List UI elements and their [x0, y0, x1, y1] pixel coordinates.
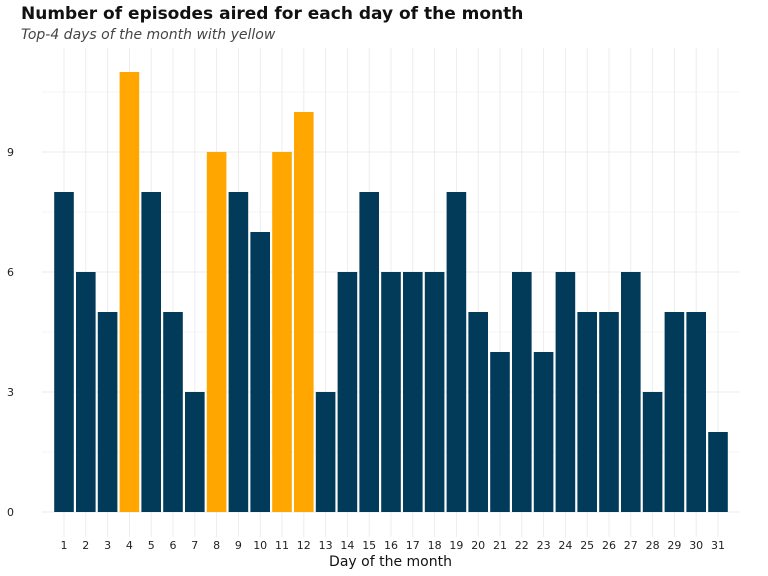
bar-day-1	[54, 192, 74, 512]
bar-day-31	[708, 432, 728, 512]
bar-day-15	[359, 192, 379, 512]
x-tick-label: 29	[667, 539, 681, 552]
x-tick-label: 8	[213, 539, 220, 552]
x-tick-label: 16	[384, 539, 398, 552]
y-tick-label: 6	[7, 266, 14, 279]
bar-day-27	[621, 272, 641, 512]
x-tick-label: 3	[104, 539, 111, 552]
x-tick-label: 18	[428, 539, 442, 552]
x-axis-title: Day of the month	[329, 554, 452, 570]
bars	[54, 72, 728, 512]
bar-day-2	[76, 272, 96, 512]
bar-day-17	[403, 272, 423, 512]
x-tick-label: 17	[406, 539, 420, 552]
x-tick-label: 14	[340, 539, 354, 552]
x-tick-label: 2	[82, 539, 89, 552]
x-tick-label: 5	[148, 539, 155, 552]
x-tick-label: 11	[275, 539, 289, 552]
x-tick-label: 13	[319, 539, 333, 552]
bar-day-21	[490, 352, 510, 512]
bar-day-10	[250, 232, 270, 512]
bar-day-4	[119, 72, 140, 512]
x-tick-label: 7	[191, 539, 198, 552]
bar-day-5	[141, 192, 161, 512]
x-tick-label: 15	[362, 539, 376, 552]
x-axis-ticks: 1 2 3 4 5 6 7 8 9 10 11 12 13 14 15 16 17 18 19 20 21 22 23 24 2…	[61, 539, 726, 552]
bar-day-30	[686, 312, 706, 512]
bar-day-24	[555, 272, 576, 512]
y-tick-label: 9	[7, 146, 14, 159]
bar-day-25	[577, 312, 597, 512]
x-tick-label: 9	[235, 539, 242, 552]
bar-day-20	[468, 312, 488, 512]
bar-day-19	[446, 192, 467, 512]
bar-day-13	[315, 392, 336, 512]
x-tick-label: 4	[126, 539, 133, 552]
x-tick-label: 27	[624, 539, 638, 552]
bar-day-9	[228, 192, 249, 512]
bar-day-23	[533, 352, 554, 512]
bar-day-3	[97, 312, 118, 512]
x-tick-label: 30	[689, 539, 703, 552]
bar-day-28	[642, 392, 663, 512]
bar-day-18	[424, 272, 445, 512]
bar-day-7	[185, 392, 205, 512]
bar-day-8	[206, 152, 227, 512]
y-tick-label: 3	[7, 386, 14, 399]
x-tick-label: 24	[558, 539, 572, 552]
bar-day-14	[337, 272, 358, 512]
x-tick-label: 25	[580, 539, 594, 552]
bar-day-29	[664, 312, 685, 512]
x-tick-label: 26	[602, 539, 616, 552]
x-tick-label: 10	[253, 539, 267, 552]
bar-day-16	[381, 272, 401, 512]
bar-day-22	[512, 272, 532, 512]
x-tick-label: 22	[515, 539, 529, 552]
y-axis-ticks: 0 3 6 9	[7, 146, 14, 519]
x-tick-label: 20	[471, 539, 485, 552]
x-tick-label: 1	[61, 539, 68, 552]
x-tick-label: 28	[646, 539, 660, 552]
chart-title: Number of episodes aired for each day of…	[21, 4, 524, 24]
bar-day-26	[599, 312, 619, 512]
x-tick-label: 6	[170, 539, 177, 552]
x-tick-label: 23	[537, 539, 551, 552]
bar-day-6	[163, 312, 183, 512]
bar-day-11	[272, 152, 292, 512]
bar-day-12	[294, 112, 314, 512]
x-tick-label: 19	[449, 539, 463, 552]
x-tick-label: 12	[297, 539, 311, 552]
x-tick-label: 21	[493, 539, 507, 552]
chart-subtitle: Top-4 days of the month with yellow	[21, 27, 276, 43]
x-tick-label: 31	[711, 539, 725, 552]
y-tick-label: 0	[7, 506, 14, 519]
